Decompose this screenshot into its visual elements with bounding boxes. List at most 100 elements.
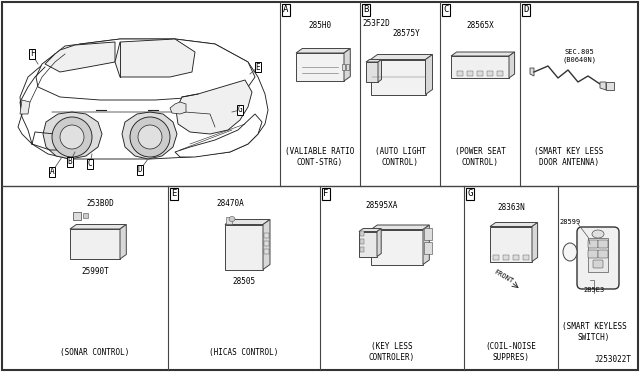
Bar: [366, 62, 378, 82]
Bar: [342, 64, 345, 70]
Bar: [73, 212, 81, 220]
Polygon shape: [359, 228, 381, 231]
Bar: [359, 231, 377, 257]
Ellipse shape: [563, 243, 577, 261]
Text: J253022T: J253022T: [595, 355, 632, 364]
Bar: [225, 224, 263, 269]
Bar: [264, 249, 269, 254]
Text: SEC.805: SEC.805: [564, 49, 594, 55]
Bar: [226, 217, 232, 224]
Text: C: C: [444, 6, 449, 15]
Polygon shape: [423, 225, 429, 264]
Bar: [264, 233, 269, 238]
Polygon shape: [20, 100, 30, 114]
Text: (POWER SEAT
CONTROL): (POWER SEAT CONTROL): [454, 147, 506, 167]
Polygon shape: [176, 80, 252, 134]
FancyBboxPatch shape: [588, 250, 598, 258]
Text: 285H0: 285H0: [308, 22, 332, 31]
Polygon shape: [600, 82, 606, 90]
Text: D: D: [138, 166, 142, 174]
Text: (B0640N): (B0640N): [562, 57, 596, 63]
Text: 25990T: 25990T: [81, 267, 109, 276]
Polygon shape: [45, 42, 115, 72]
Polygon shape: [451, 52, 515, 56]
Text: 28363N: 28363N: [497, 202, 525, 212]
Text: F: F: [29, 49, 35, 58]
FancyBboxPatch shape: [577, 227, 619, 289]
Polygon shape: [377, 228, 381, 257]
Text: E: E: [256, 62, 260, 71]
Text: G: G: [467, 189, 473, 199]
Circle shape: [52, 117, 92, 157]
Text: E: E: [172, 189, 177, 199]
Bar: [457, 71, 463, 76]
Text: 253F2D: 253F2D: [362, 19, 390, 29]
Text: F: F: [323, 189, 329, 199]
Text: (KEY LESS
CONTROLER): (KEY LESS CONTROLER): [369, 342, 415, 362]
Bar: [513, 255, 519, 260]
Text: 28565X: 28565X: [466, 22, 494, 31]
Text: (HICAS CONTROL): (HICAS CONTROL): [209, 347, 278, 356]
Polygon shape: [122, 112, 177, 159]
Text: C: C: [88, 160, 92, 169]
Bar: [497, 71, 503, 76]
Text: (SMART KEY LESS
DOOR ANTENNA): (SMART KEY LESS DOOR ANTENNA): [534, 147, 604, 167]
Polygon shape: [115, 39, 195, 77]
FancyBboxPatch shape: [598, 240, 608, 248]
Text: 28505: 28505: [232, 278, 255, 286]
Polygon shape: [371, 225, 429, 230]
Polygon shape: [43, 112, 102, 159]
Bar: [360, 239, 364, 244]
Bar: [360, 231, 364, 236]
Text: A: A: [284, 6, 289, 15]
Text: B: B: [68, 157, 72, 167]
Polygon shape: [426, 55, 433, 94]
Polygon shape: [120, 224, 126, 259]
Polygon shape: [70, 224, 126, 229]
Bar: [296, 53, 344, 81]
Text: 28599: 28599: [559, 219, 580, 225]
Bar: [424, 228, 432, 240]
Bar: [424, 242, 432, 254]
FancyBboxPatch shape: [588, 240, 598, 248]
Polygon shape: [170, 102, 186, 114]
FancyBboxPatch shape: [598, 250, 608, 258]
Text: 253B0D: 253B0D: [86, 199, 114, 208]
Polygon shape: [490, 222, 538, 227]
Polygon shape: [344, 48, 350, 81]
Text: 28470A: 28470A: [216, 199, 244, 208]
Polygon shape: [263, 219, 270, 269]
Bar: [467, 71, 473, 76]
Bar: [371, 230, 423, 264]
Polygon shape: [371, 55, 433, 60]
Polygon shape: [225, 219, 270, 224]
Bar: [83, 213, 88, 218]
Polygon shape: [378, 60, 381, 82]
Polygon shape: [530, 68, 534, 76]
Polygon shape: [36, 39, 255, 100]
Text: 28575Y: 28575Y: [392, 29, 420, 38]
Circle shape: [130, 117, 170, 157]
Circle shape: [138, 125, 162, 149]
Bar: [477, 71, 483, 76]
Text: 285E3: 285E3: [584, 287, 605, 293]
Bar: [588, 238, 608, 272]
Ellipse shape: [592, 230, 604, 238]
Bar: [606, 82, 614, 90]
Bar: [490, 227, 532, 262]
Text: 28595XA: 28595XA: [366, 202, 398, 211]
Text: D: D: [524, 6, 529, 15]
Circle shape: [60, 125, 84, 149]
Text: A: A: [50, 167, 54, 176]
Bar: [346, 64, 349, 70]
Text: (SMART KEYLESS
SWITCH): (SMART KEYLESS SWITCH): [562, 322, 627, 342]
Text: FRONT: FRONT: [492, 269, 514, 285]
Text: (AUTO LIGHT
CONTROL): (AUTO LIGHT CONTROL): [374, 147, 426, 167]
FancyBboxPatch shape: [593, 260, 603, 268]
Polygon shape: [509, 52, 515, 78]
Polygon shape: [532, 222, 538, 262]
Polygon shape: [175, 114, 262, 157]
Bar: [264, 241, 269, 246]
Bar: [487, 71, 493, 76]
Bar: [70, 229, 120, 259]
